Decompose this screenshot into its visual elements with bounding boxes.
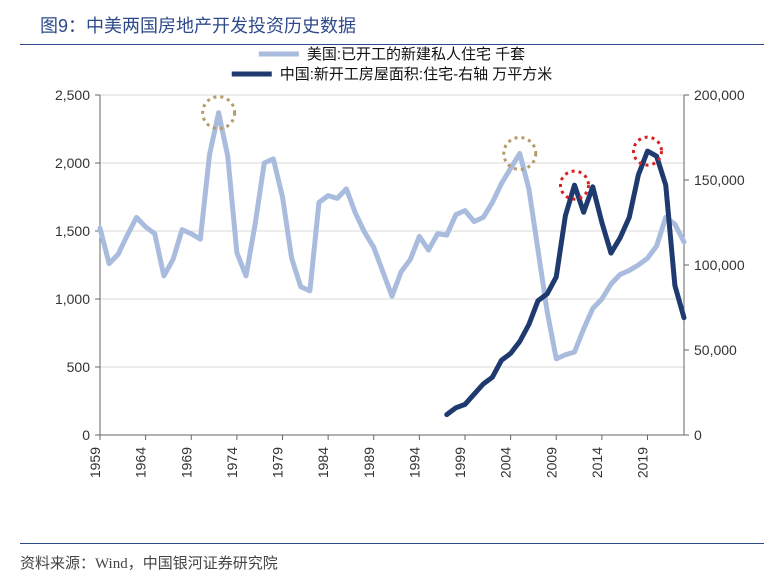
svg-text:1,000: 1,000 <box>55 291 90 307</box>
svg-text:1,500: 1,500 <box>55 223 90 239</box>
svg-text:1979: 1979 <box>270 447 286 478</box>
svg-text:150,000: 150,000 <box>694 172 745 188</box>
svg-text:1999: 1999 <box>452 447 468 478</box>
svg-text:50,000: 50,000 <box>694 342 737 358</box>
svg-text:0: 0 <box>694 427 702 443</box>
svg-text:2014: 2014 <box>589 447 605 478</box>
svg-text:100,000: 100,000 <box>694 257 745 273</box>
source-text: 资料来源：Wind，中国银河证券研究院 <box>20 543 764 573</box>
svg-text:2009: 2009 <box>543 447 559 478</box>
svg-text:中国:新开工房屋面积:住宅-右轴 万平方米: 中国:新开工房屋面积:住宅-右轴 万平方米 <box>280 66 553 83</box>
svg-text:1989: 1989 <box>361 447 377 478</box>
svg-text:2,000: 2,000 <box>55 155 90 171</box>
svg-text:200,000: 200,000 <box>694 87 745 103</box>
svg-text:1959: 1959 <box>87 447 103 478</box>
legend-item: 美国:已开工的新建私人住宅 千套 <box>259 46 525 63</box>
svg-text:500: 500 <box>67 359 91 375</box>
svg-text:2,500: 2,500 <box>55 87 90 103</box>
svg-text:2019: 2019 <box>635 447 651 478</box>
svg-text:美国:已开工的新建私人住宅 千套: 美国:已开工的新建私人住宅 千套 <box>307 46 525 63</box>
svg-text:1974: 1974 <box>224 447 240 478</box>
figure-title: 图9：中美两国房地产开发投资历史数据 <box>20 0 764 45</box>
svg-text:1994: 1994 <box>406 447 422 478</box>
legend-item: 中国:新开工房屋面积:住宅-右轴 万平方米 <box>232 66 553 83</box>
svg-text:1969: 1969 <box>178 447 194 478</box>
series-line <box>447 151 684 415</box>
chart-canvas: 0 500 1,000 1,500 2,000 2,500 0 50,000 100,000 15… <box>20 45 764 515</box>
svg-text:2004: 2004 <box>498 447 514 478</box>
svg-text:0: 0 <box>82 427 90 443</box>
series-line <box>100 113 684 359</box>
svg-text:1984: 1984 <box>315 447 331 478</box>
svg-text:1964: 1964 <box>133 447 149 478</box>
